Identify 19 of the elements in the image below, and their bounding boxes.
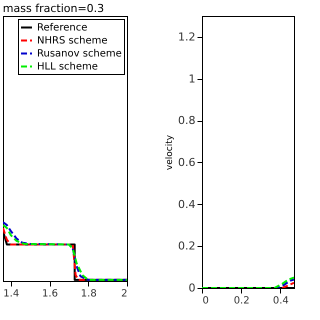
y-tick-label: 1 (188, 72, 196, 86)
legend-label: Rusanov scheme (37, 48, 122, 60)
legend-label: NHRS scheme (37, 36, 108, 46)
y-tick-label: 1.2 (178, 30, 196, 44)
y-axis-title: velocity (165, 134, 176, 170)
x-tick-label: 2 (121, 288, 128, 300)
y-tick-label: 0.8 (178, 114, 196, 128)
legend-label: Reference (37, 22, 88, 34)
x-tick-label: 1.8 (80, 288, 97, 300)
legend-label: HLL scheme (37, 62, 98, 72)
chart-title: mass fraction=0.3 (2, 2, 104, 15)
x-tick-label: 0.4 (272, 296, 289, 306)
x-tick-label: 1.4 (3, 288, 20, 300)
x-tick-label: 1.6 (42, 288, 58, 300)
y-tick-label: 0.2 (178, 240, 196, 253)
y-tick-label: 0.4 (178, 198, 196, 211)
x-tick-label: 0.2 (234, 296, 250, 306)
x-tick-label: 0 (202, 296, 209, 306)
y-tick-label: 0.6 (178, 156, 196, 169)
